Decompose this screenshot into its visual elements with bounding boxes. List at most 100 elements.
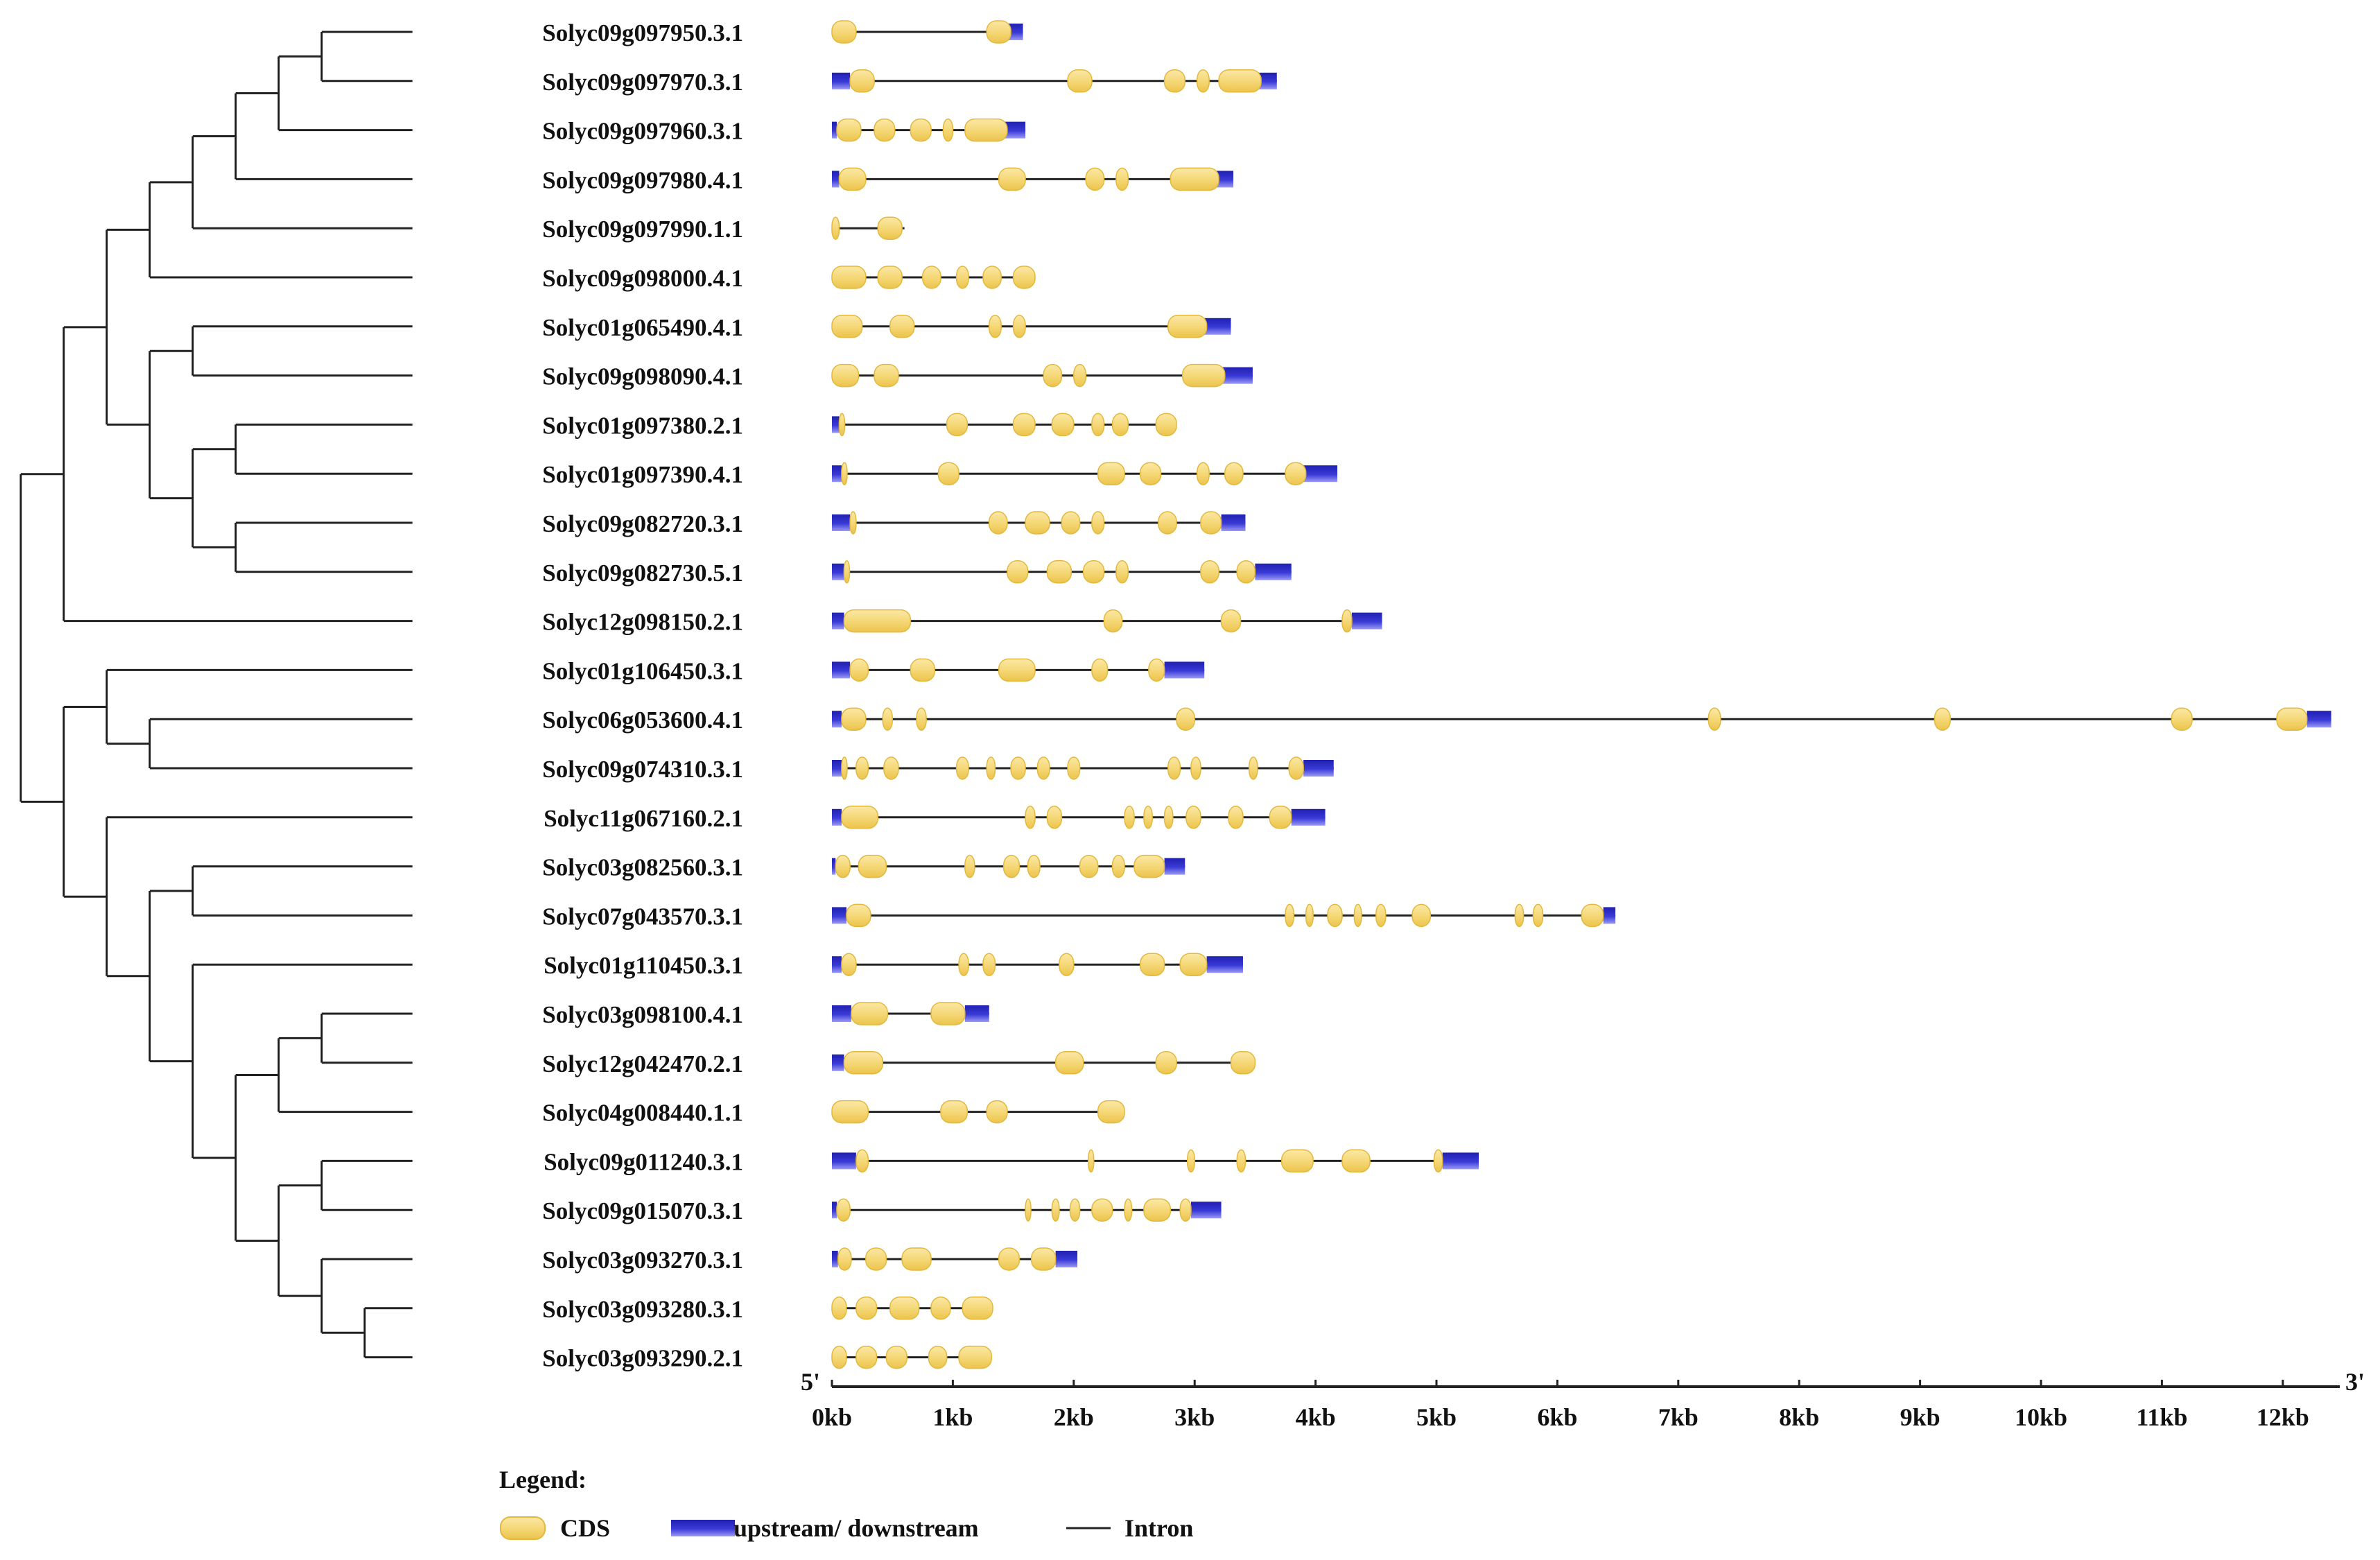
legend-title: Legend: (499, 1466, 587, 1493)
cds-block (1179, 1198, 1192, 1222)
utr-block (832, 416, 840, 433)
cds-block (841, 462, 848, 485)
cds-block (837, 1247, 852, 1271)
cds-block (1143, 806, 1153, 829)
cds-block (1025, 511, 1050, 535)
gene-label: Solyc09g097990.1.1 (542, 216, 743, 243)
cds-block (841, 806, 879, 829)
gene-track (832, 1002, 989, 1025)
cds-block (855, 1149, 869, 1173)
utr-block (1255, 563, 1292, 580)
gene-label: Solyc09g097960.3.1 (542, 118, 743, 145)
gene-label: Solyc03g093280.3.1 (542, 1296, 743, 1323)
cds-block (1051, 1198, 1060, 1222)
cds-block (988, 315, 1002, 338)
cds-block (874, 363, 899, 388)
gene-track (831, 1345, 992, 1369)
cds-block (843, 609, 912, 633)
cds-block (1073, 363, 1086, 388)
gene-label: Solyc09g097970.3.1 (542, 69, 743, 96)
cds-block (1285, 462, 1307, 485)
cds-block (1097, 1100, 1125, 1124)
gene-tracks (831, 20, 2331, 1369)
cds-block (1007, 560, 1029, 584)
gene-track (832, 118, 1026, 142)
utr-block (1164, 858, 1185, 875)
cds-block (1059, 953, 1075, 976)
cds-block (962, 1297, 993, 1320)
gene-label: Solyc11g067160.2.1 (544, 805, 743, 832)
cds-block (986, 1100, 1008, 1124)
gene-track (832, 167, 1234, 191)
utr-block (1351, 612, 1382, 630)
cds-block (1111, 413, 1129, 437)
gene-track (832, 1149, 1479, 1173)
cds-block (1708, 707, 1721, 731)
cds-block (1581, 903, 1604, 928)
utr-block (1055, 1251, 1078, 1267)
cds-block (1043, 363, 1063, 388)
utr-block (832, 1202, 837, 1219)
utr-block (1164, 661, 1205, 679)
cds-block (955, 756, 969, 780)
gene-track (831, 1297, 993, 1320)
utr-block (832, 661, 851, 679)
cds-block (1200, 511, 1222, 535)
cds-block (910, 118, 932, 142)
cds-block (1196, 462, 1210, 485)
cds-block (1002, 854, 1020, 878)
utr-block (832, 612, 844, 630)
cds-block (982, 266, 1002, 289)
cds-block (1061, 511, 1081, 535)
cds-block (964, 118, 1008, 142)
cds-block (1269, 806, 1292, 829)
cds-block (1155, 413, 1177, 437)
gene-label: Solyc06g053600.4.1 (542, 707, 743, 734)
cds-block (841, 756, 848, 780)
cds-block (998, 658, 1036, 682)
utr-block (1303, 760, 1334, 777)
cds-block (946, 413, 968, 437)
gene-label: Solyc12g098150.2.1 (542, 609, 743, 636)
cds-block (1305, 903, 1314, 928)
cds-block (1148, 658, 1165, 682)
cds-block (849, 69, 875, 93)
cds-block (835, 854, 851, 878)
cds-block (998, 167, 1026, 191)
utr-block (832, 907, 846, 924)
utr-block (1603, 907, 1616, 924)
cds-block (1046, 806, 1063, 829)
cds-block (831, 1100, 869, 1124)
cds-block (1285, 903, 1294, 928)
cds-block (940, 1100, 968, 1124)
cds-block (1115, 167, 1129, 191)
gene-label: Solyc03g082560.3.1 (542, 854, 743, 881)
gene-label: Solyc01g065490.4.1 (542, 314, 743, 341)
cds-block (1139, 953, 1165, 976)
utr-block (832, 171, 840, 188)
utr-block (832, 465, 842, 483)
gene-track (831, 266, 1036, 289)
cds-block (838, 167, 867, 191)
cds-block (1190, 756, 1201, 780)
utr-block (1291, 808, 1326, 826)
axis-ticks: 0kb 1kb 2kb 3kb 4kb 5kb 6kb 7kb 8kb 9kb 10kb 11kb 12… (812, 1380, 2309, 1431)
cds-block (1103, 609, 1123, 633)
cds-block (1176, 707, 1195, 731)
cds-block (877, 266, 903, 289)
cds-block (1163, 806, 1174, 829)
cds-block (1155, 1051, 1177, 1075)
gene-track (832, 462, 1337, 485)
utr-block (832, 1054, 844, 1071)
gene-track (831, 363, 1253, 388)
cds-block (1051, 413, 1075, 437)
cds-block (1163, 69, 1185, 93)
utr-block (1190, 1202, 1222, 1219)
cds-block (1012, 315, 1026, 338)
cds-block (1087, 1149, 1095, 1173)
cds-block (901, 1247, 932, 1271)
gene-label: Solyc09g097950.3.1 (542, 19, 743, 46)
cds-block (1514, 903, 1525, 928)
gene-label: Solyc01g106450.3.1 (542, 657, 743, 684)
